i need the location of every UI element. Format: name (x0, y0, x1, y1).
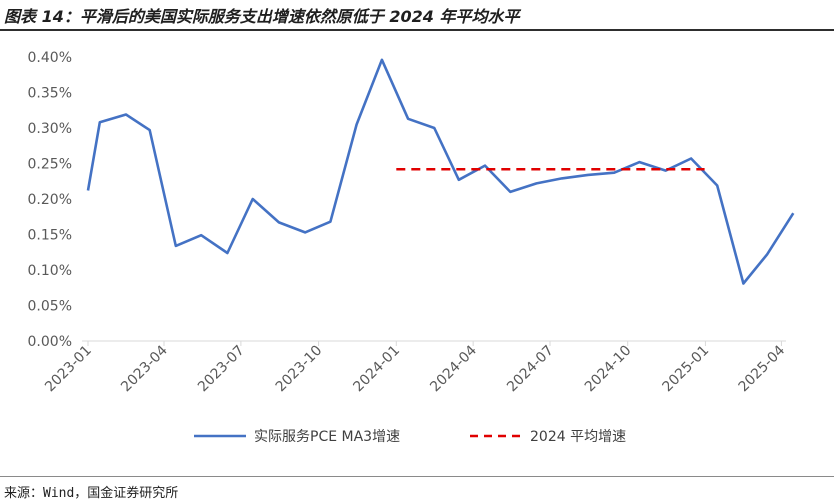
x-tick-label: 2024-01 (350, 343, 403, 396)
x-tick-label: 2023-07 (195, 343, 248, 396)
x-tick-label: 2024-04 (427, 342, 480, 395)
y-tick-label: 0.35% (28, 86, 72, 102)
y-tick-label: 0.20% (28, 192, 72, 208)
legend-label: 2024 平均增速 (530, 429, 626, 445)
y-tick-label: 0.05% (28, 299, 72, 315)
x-tick-label: 2025-01 (660, 343, 713, 396)
x-tick-label: 2023-04 (118, 342, 171, 395)
y-tick-label: 0.30% (28, 121, 72, 137)
y-tick-label: 0.00% (28, 334, 72, 350)
source-note: 来源：Wind，国金证券研究所 (4, 486, 179, 501)
y-tick-label: 0.10% (28, 263, 72, 279)
series-group (86, 58, 795, 285)
y-tick-label: 0.15% (28, 228, 72, 244)
x-tick-label: 2025-04 (736, 342, 789, 395)
title-divider (0, 29, 834, 31)
title-bar: 图表 14：平滑后的美国实际服务支出增速依然原低于 2024 年平均水平 (0, 0, 834, 31)
y-tick-label: 0.40% (28, 50, 72, 66)
pce-series-line (86, 58, 795, 285)
footer-divider (0, 476, 834, 477)
x-tick-label: 2024-10 (582, 343, 635, 396)
x-tick-label: 2023-10 (273, 343, 326, 396)
y-tick-label: 0.25% (28, 157, 72, 173)
x-tick-label: 2023-01 (42, 343, 95, 396)
x-axis-ticks: 2023-01 2023-04 2023-07 2023-10 2024-01 2024-… (42, 341, 788, 395)
x-tick-label: 2024-07 (504, 343, 557, 396)
chart-title: 图表 14：平滑后的美国实际服务支出增速依然原低于 2024 年平均水平 (4, 7, 520, 26)
legend: 实际服务PCE MA3增速 2024 平均增速 (194, 429, 626, 445)
legend-label: 实际服务PCE MA3增速 (254, 429, 400, 445)
line-chart: 0.00% 0.05% 0.10% 0.15% 0.20% 0.25% 0.30% 0.35%… (28, 50, 795, 445)
y-axis-ticks: 0.00% 0.05% 0.10% 0.15% 0.20% 0.25% 0.30% 0.35%… (28, 50, 72, 350)
